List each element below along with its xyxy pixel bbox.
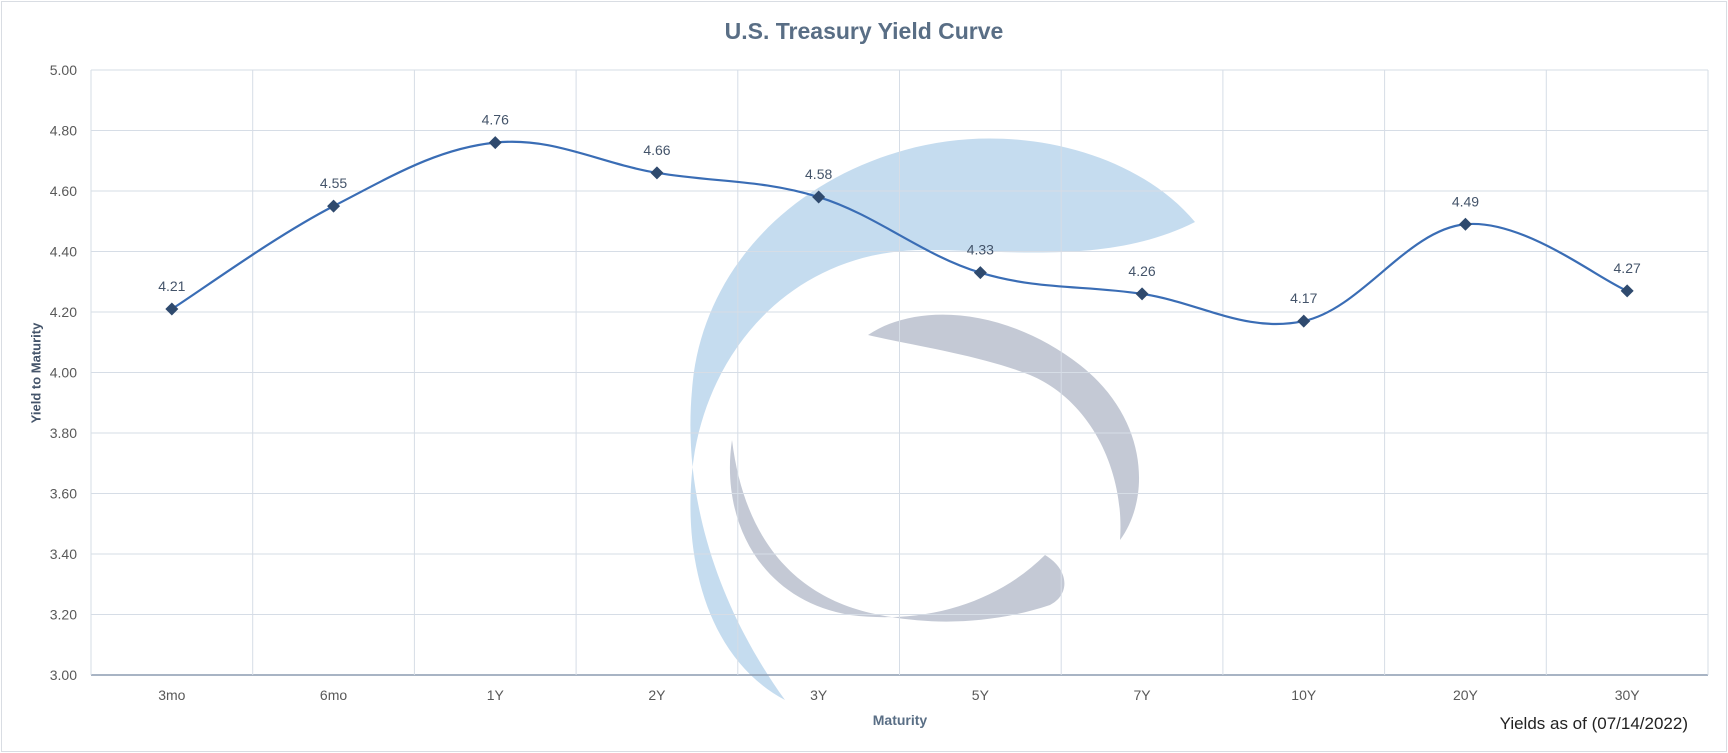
chart-title: U.S. Treasury Yield Curve — [724, 18, 1004, 44]
y-tick-label: 3.80 — [50, 425, 77, 441]
data-point-marker — [488, 136, 502, 150]
y-tick-label: 4.40 — [50, 244, 77, 260]
data-point-marker — [973, 266, 987, 280]
x-tick-label: 1Y — [487, 687, 505, 703]
y-tick-label: 4.60 — [50, 183, 77, 199]
x-tick-label: 3Y — [810, 687, 828, 703]
data-point-marker — [165, 302, 179, 316]
data-point-marker — [327, 199, 341, 213]
y-tick-label: 3.60 — [50, 486, 77, 502]
logo-watermark — [690, 138, 1195, 700]
data-value-label: 4.58 — [805, 166, 832, 182]
data-value-label: 4.33 — [967, 242, 994, 258]
x-tick-label: 2Y — [648, 687, 666, 703]
data-point-marker — [812, 190, 826, 204]
data-value-label: 4.49 — [1452, 193, 1479, 209]
data-value-label: 4.21 — [158, 278, 185, 294]
yields-date-note: Yields as of (07/14/2022) — [1499, 714, 1688, 733]
data-point-marker — [650, 166, 664, 180]
y-tick-label: 3.00 — [50, 667, 77, 683]
data-value-label: 4.66 — [643, 142, 670, 158]
x-axis-ticks: 3mo 6mo 1Y 2Y 3Y 5Y 7Y 10Y 20Y 30Y — [158, 687, 1640, 703]
data-point-marker — [1135, 287, 1149, 301]
grid-lines — [90, 69, 1709, 676]
y-tick-label: 3.20 — [50, 607, 77, 623]
y-axis-ticks: 3.00 3.20 3.40 3.60 3.80 4.00 4.20 4.40 4.60 4.80… — [50, 62, 77, 683]
x-tick-label: 7Y — [1133, 687, 1151, 703]
y-tick-label: 5.00 — [50, 62, 77, 78]
y-tick-label: 3.40 — [50, 546, 77, 562]
data-point-marker — [1297, 314, 1311, 328]
yield-series-line — [171, 140, 1628, 326]
x-tick-label: 10Y — [1291, 687, 1317, 703]
data-value-label: 4.26 — [1128, 263, 1155, 279]
data-value-label: 4.76 — [482, 112, 509, 128]
x-axis-label: Maturity — [872, 712, 928, 728]
y-tick-label: 4.00 — [50, 365, 77, 381]
data-point-marker — [1458, 217, 1472, 231]
x-tick-label: 3mo — [158, 687, 185, 703]
x-tick-label: 20Y — [1453, 687, 1479, 703]
data-markers — [165, 136, 1634, 328]
data-labels: 4.21 4.55 4.76 4.66 4.58 4.33 4.26 4.17 4.49 4.27 — [158, 112, 1641, 306]
x-tick-label: 30Y — [1615, 687, 1641, 703]
y-tick-label: 4.20 — [50, 304, 77, 320]
x-tick-label: 6mo — [320, 687, 347, 703]
data-value-label: 4.27 — [1614, 260, 1641, 276]
data-value-label: 4.17 — [1290, 290, 1317, 306]
data-point-marker — [1620, 284, 1634, 298]
x-tick-label: 5Y — [972, 687, 990, 703]
y-tick-label: 4.80 — [50, 123, 77, 139]
data-value-label: 4.55 — [320, 175, 347, 191]
